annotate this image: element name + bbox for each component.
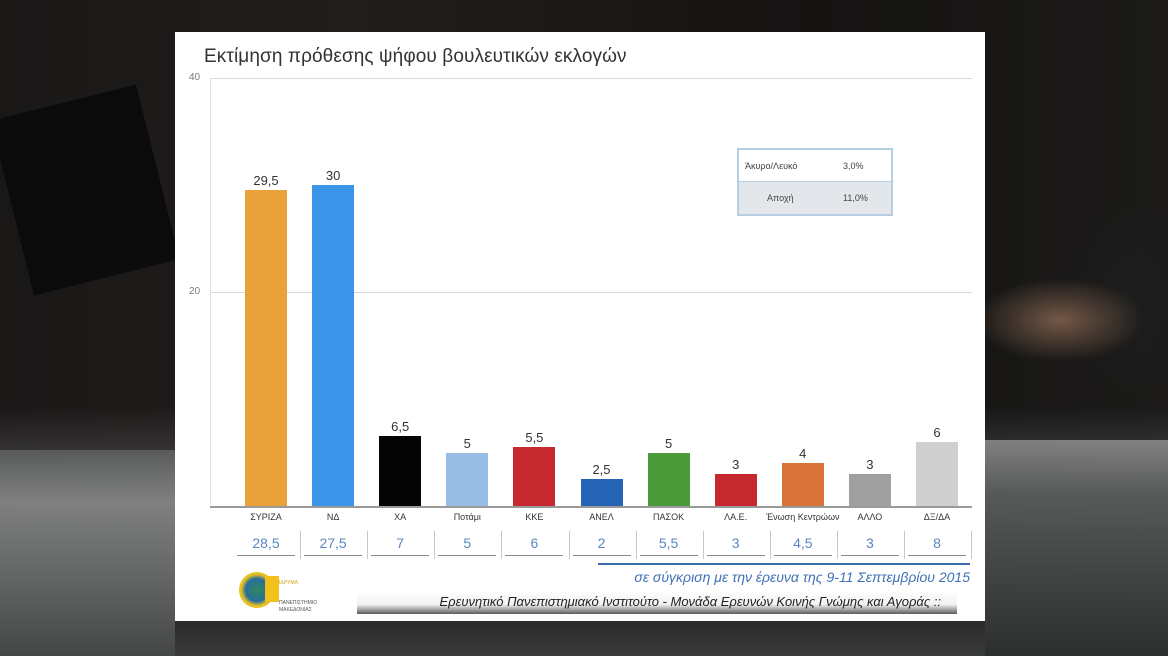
bar-0 <box>245 190 287 506</box>
legend-value: 3,0% <box>843 161 864 171</box>
category-label: ΝΔ <box>326 512 340 522</box>
category-label: Ένωση Κεντρώων <box>766 512 840 522</box>
comparison-value: 7 <box>367 535 433 556</box>
gridline-40 <box>210 78 972 79</box>
category-label: ΑΝΕΛ <box>589 512 614 522</box>
category-label: ΚΚΕ <box>525 512 544 522</box>
logo-text-3: ΜΑΚΕΔΟΝΙΑΣ <box>279 607 312 613</box>
chart-title: Εκτίμηση πρόθεσης ψήφου βουλευτικών εκλο… <box>204 46 627 67</box>
bar-4 <box>513 447 556 506</box>
chart-panel: Εκτίμηση πρόθεσης ψήφου βουλευτικών εκλο… <box>175 32 985 621</box>
university-logo: ΙΔΡΥΜΑ ΠΑΝΕΠΙΣΤΗΜΙΟ ΜΑΚΕΔΟΝΙΑΣ <box>239 570 319 620</box>
source-footer: Ερευνητικό Πανεπιστημιακό Ινστιτούτο - Μ… <box>439 594 941 609</box>
comparison-value: 28,5 <box>233 535 299 556</box>
logo-text-1: ΙΔΡΥΜΑ <box>279 580 298 586</box>
category-label: Ποτάμι <box>453 512 481 522</box>
comparison-value: 27,5 <box>300 535 366 556</box>
comparison-separator <box>702 531 704 559</box>
bar-2 <box>379 436 422 506</box>
category-label: ΠΑΣΟΚ <box>653 512 685 522</box>
category-label: ΛΑ.Ε. <box>724 512 748 522</box>
category-label: ΧΑ <box>394 512 407 522</box>
bar-3 <box>446 452 489 506</box>
category-label: ΣΥΡΙΖΑ <box>250 512 282 522</box>
bar-value-label: 29,5 <box>253 173 279 189</box>
x-axis-baseline <box>210 506 972 508</box>
comparison-value: 5 <box>434 535 500 556</box>
bar-value-label: 6,5 <box>391 419 410 435</box>
comparison-value: 8 <box>904 535 970 556</box>
comparison-caption: σε σύγκριση με την έρευνα της 9-11 Σεπτε… <box>634 569 970 585</box>
comparison-separator <box>367 531 369 559</box>
bar-1 <box>312 185 355 506</box>
y-tick-40: 40 <box>189 72 201 83</box>
category-label: ΔΞ/ΔΑ <box>923 512 951 522</box>
comparison-value: 5,5 <box>636 535 702 556</box>
bar-value-label: 3 <box>732 456 740 472</box>
bar-value-label: 30 <box>325 168 341 183</box>
y-tick-20: 20 <box>189 286 201 297</box>
bar-value-label: 4 <box>799 446 807 462</box>
comparison-separator <box>300 531 302 559</box>
logo-text-2: ΠΑΝΕΠΙΣΤΗΜΙΟ <box>279 600 318 606</box>
background-ballot-box-left <box>0 450 175 656</box>
comparison-separator <box>434 531 436 559</box>
legend-label: Αποχή <box>767 193 794 203</box>
y-axis <box>210 78 211 506</box>
background-ballot-box-right <box>985 440 1168 656</box>
comparison-value: 3 <box>703 535 769 556</box>
footer-strip <box>357 590 957 614</box>
bar-7 <box>714 473 757 506</box>
comparison-rule <box>598 563 970 565</box>
legend-row-invalid: Άκυρο/Λευκό 3,0% <box>739 150 891 182</box>
bar-value-label: 3 <box>866 456 874 472</box>
comparison-separator <box>501 531 503 559</box>
legend-value: 11,0% <box>843 193 868 203</box>
background-bottom-strip <box>175 621 985 656</box>
bar-value-label: 6 <box>933 424 941 440</box>
comparison-separator <box>971 531 973 559</box>
comparison-separator <box>635 531 637 559</box>
comparison-separator <box>904 531 905 559</box>
comparison-separator <box>836 531 838 559</box>
legend-row-abstention: Αποχή 11,0% <box>739 182 891 214</box>
comparison-value: 2 <box>569 535 635 556</box>
bar-10 <box>916 441 958 506</box>
comparison-value: 4,5 <box>770 535 836 556</box>
bar-value-label: 5 <box>463 435 471 451</box>
bar-9 <box>848 473 891 506</box>
category-label: ΑΛΛΟ <box>857 512 883 522</box>
invalid-abstention-box: Άκυρο/Λευκό 3,0% Αποχή 11,0% <box>737 148 893 216</box>
comparison-value: 6 <box>501 535 567 556</box>
gridline-20 <box>210 292 972 293</box>
bar-value-label: 5 <box>664 435 673 451</box>
logo-flag-icon <box>265 576 279 602</box>
legend-label: Άκυρο/Λευκό <box>745 161 798 171</box>
bar-8 <box>781 463 824 506</box>
bar-6 <box>647 452 690 506</box>
bar-5 <box>580 479 623 506</box>
comparison-separator <box>769 531 771 559</box>
comparison-separator <box>568 531 570 559</box>
comparison-value: 3 <box>837 535 903 556</box>
bar-value-label: 5,5 <box>525 430 544 446</box>
bar-value-label: 2,5 <box>592 462 611 478</box>
